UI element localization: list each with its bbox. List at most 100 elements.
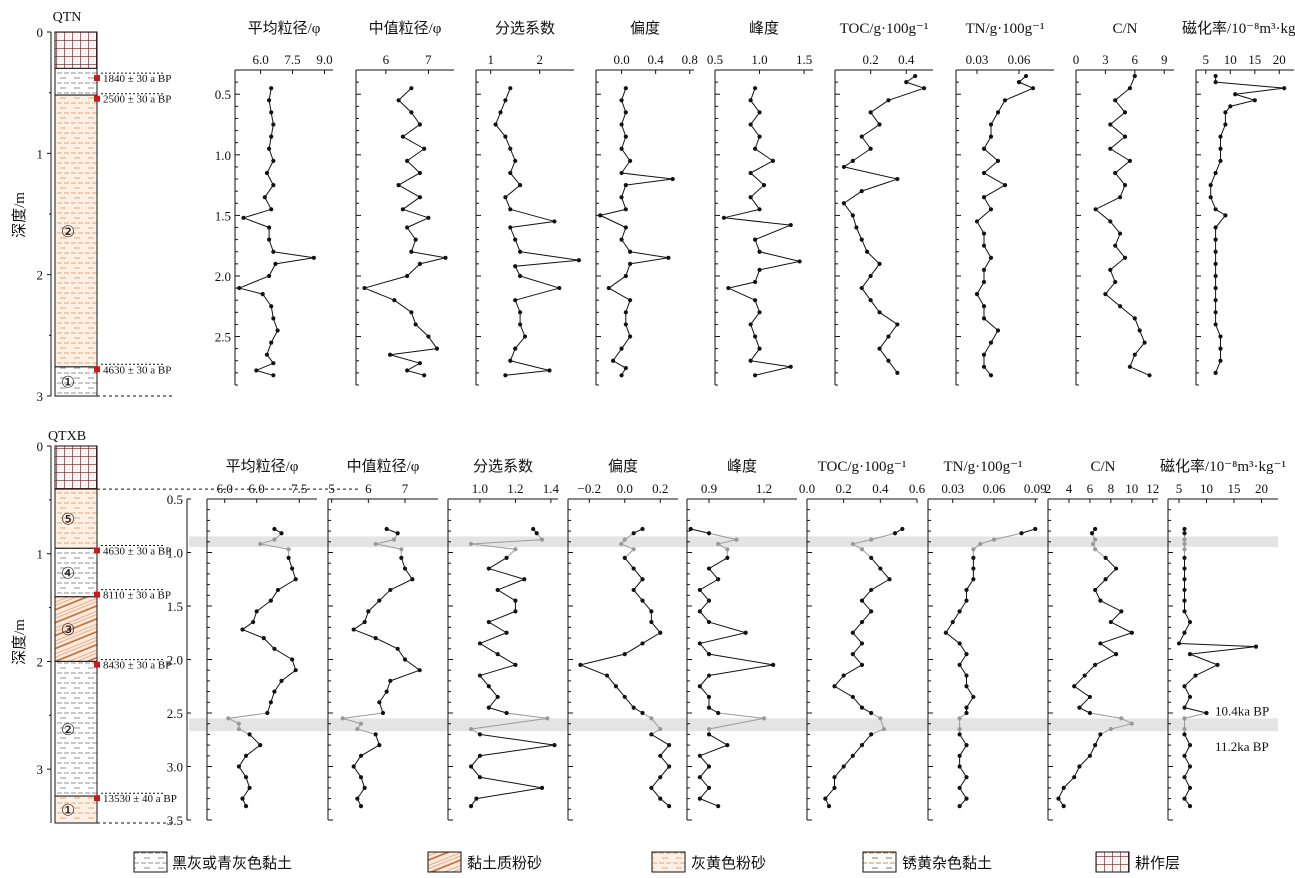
data-point-qtn-5	[757, 207, 762, 212]
series-segment-qtxb-3	[479, 744, 555, 757]
series-segment-qtxb-6	[852, 653, 863, 666]
panel-title-qtxb-4: 偏度	[608, 458, 638, 475]
data-point-qtn-6	[859, 189, 864, 194]
x-tick-label-qtxb-8-2: 6	[1087, 481, 1094, 496]
series-segment-qtn-1	[268, 148, 274, 162]
data-point-qtxb-2	[399, 547, 404, 552]
data-point-qtn-8	[1108, 122, 1113, 127]
data-point-qtxb-3	[477, 753, 483, 758]
x-tick-label-qtxb-2-0: 5	[328, 481, 335, 496]
series-segment-qtn-1	[266, 342, 272, 355]
series-segment-qtxb-8	[1073, 685, 1091, 698]
series-segment-qtn-4	[608, 275, 627, 289]
series-segment-qtn-5	[754, 366, 791, 376]
series-segment-qtxb-6	[834, 766, 845, 778]
x-tick-label-qtxb-6-0: 0.0	[799, 481, 815, 496]
series-segment-qtn-6	[855, 227, 863, 240]
data-point-qtxb-1	[240, 627, 245, 632]
x-tick-label-qtn-5-0: 0.5	[707, 52, 723, 67]
legend-swatch-clayey-silt	[427, 851, 462, 873]
series-segment-qtn-2	[402, 196, 421, 210]
data-point-qtn-5	[757, 134, 762, 139]
series-segment-qtn-8	[1109, 136, 1126, 150]
series-segment-qtn-4	[621, 227, 627, 240]
data-point-qtxb-2	[351, 764, 356, 769]
series-segment-qtxb-7	[959, 600, 967, 612]
series-segment-qtxb-2	[367, 600, 380, 612]
series-segment-qtn-2	[419, 257, 446, 265]
series-segment-qtxb-7	[959, 744, 967, 757]
data-point-qtxb-5	[697, 753, 702, 758]
data-point-qtn-3	[522, 334, 528, 339]
data-point-qtn-5	[748, 358, 753, 363]
series-segment-qtn-6	[861, 124, 880, 138]
data-point-qtn-9	[1282, 86, 1287, 91]
data-point-qtxb-5	[725, 743, 730, 748]
series-segment-qtn-2	[364, 287, 395, 301]
data-point-qtxb-9	[1182, 547, 1187, 552]
series-segment-qtn-6	[879, 336, 889, 349]
series-segment-qtxb-4	[651, 733, 670, 746]
series-segment-qtn-8	[1109, 124, 1126, 138]
data-point-qtn-6	[868, 298, 873, 303]
data-point-qtn-7	[981, 195, 987, 200]
data-point-qtn-3	[498, 110, 503, 115]
data-point-qtn-2	[405, 368, 410, 373]
data-point-qtn-4	[619, 195, 624, 200]
series-segment-qtxb-3	[488, 621, 507, 634]
x-tick-label-qtn-2-1: 7	[425, 52, 432, 67]
stratum-qtxb-4	[54, 596, 98, 662]
series-segment-qtxb-1	[238, 766, 247, 778]
data-point-qtn-4	[619, 373, 624, 378]
data-point-qtn-9	[1223, 110, 1228, 115]
series-segment-qtn-3	[515, 287, 560, 301]
data-point-qtn-5	[752, 279, 758, 285]
data-point-qtxb-5	[761, 716, 767, 721]
data-point-qtn-5	[748, 98, 753, 103]
series-segment-qtxb-5	[699, 744, 728, 757]
data-point-qtn-8	[1113, 243, 1118, 248]
data-point-qtn-9	[1213, 298, 1218, 303]
x-tick-label-qtxb-5-0: 0.9	[701, 481, 717, 496]
series-segment-qtxb-2	[375, 637, 398, 650]
data-point-qtxb-1	[272, 526, 277, 532]
series-segment-qtxb-3	[470, 717, 548, 730]
series-segment-qtn-7	[983, 136, 992, 150]
series-segment-qtn-6	[879, 348, 889, 362]
date-marker-qtn-2	[94, 95, 100, 102]
data-point-qtn-3	[508, 86, 513, 91]
series-segment-qtn-5	[750, 160, 774, 174]
series-segment-qtxb-4	[633, 578, 643, 591]
data-point-qtxb-6	[878, 566, 883, 571]
data-point-qtn-5	[761, 182, 767, 188]
panel-title-qtxb-8: C/N	[1090, 459, 1115, 475]
series-segment-qtn-9	[1235, 93, 1255, 101]
series-segment-qtxb-3	[479, 733, 555, 746]
series-segment-qtn-3	[514, 300, 521, 313]
data-point-qtn-1	[271, 122, 276, 127]
data-point-qtxb-8	[1108, 619, 1113, 625]
series-segment-qtn-4	[621, 160, 631, 174]
panel-qtxb-1: 平均粒径/φ 6.0 6.0 7.5	[206, 458, 317, 821]
data-point-qtn-9	[1218, 158, 1223, 163]
series-segment-qtn-5	[754, 300, 761, 313]
data-point-qtn-3	[503, 98, 508, 103]
data-point-qtn-9	[1218, 146, 1223, 151]
data-point-qtn-6	[841, 164, 847, 170]
series-segment-qtn-1	[266, 160, 274, 174]
data-point-qtxb-4	[631, 705, 636, 710]
data-point-qtxb-1	[236, 721, 242, 726]
series-segment-qtn-6	[888, 324, 898, 337]
series-segment-qtxb-8	[1084, 664, 1096, 676]
data-point-qtn-2	[417, 261, 423, 266]
series-segment-qtn-2	[398, 87, 412, 101]
data-point-qtxb-3	[504, 555, 509, 560]
data-point-qtxb-2	[377, 743, 382, 748]
series-segment-qtxb-6	[879, 568, 890, 580]
series-segment-qtn-3	[514, 239, 521, 252]
data-point-qtxb-4	[649, 619, 654, 625]
series-segment-qtn-4	[621, 124, 627, 137]
series-segment-qtn-8	[1114, 172, 1126, 186]
data-point-qtxb-8	[1089, 531, 1095, 536]
